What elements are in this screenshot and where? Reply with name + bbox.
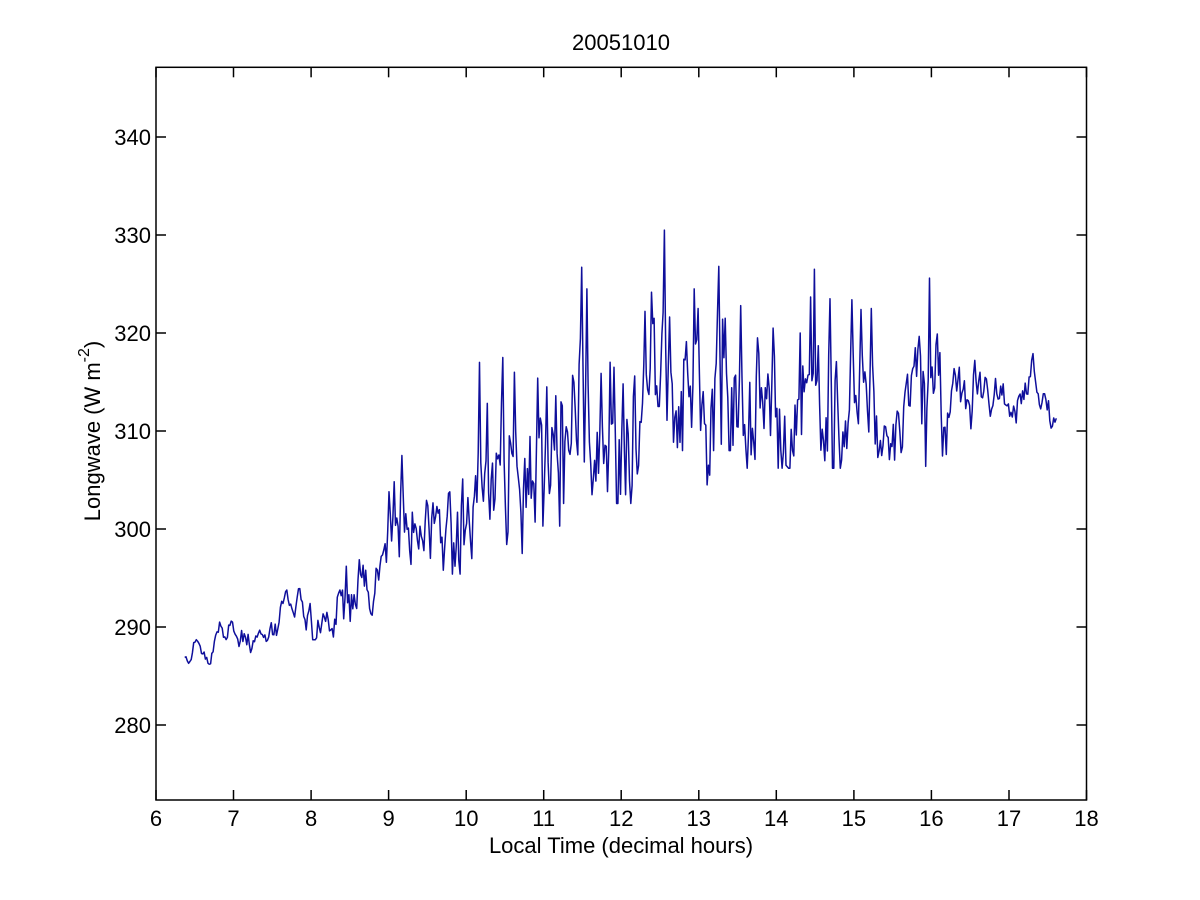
svg-text:11: 11 — [532, 806, 555, 831]
svg-text:290: 290 — [114, 615, 151, 640]
svg-text:300: 300 — [114, 517, 151, 542]
svg-text:20051010: 20051010 — [572, 30, 670, 55]
svg-text:7: 7 — [227, 806, 239, 831]
svg-text:8: 8 — [305, 806, 317, 831]
svg-text:280: 280 — [114, 713, 151, 738]
svg-text:310: 310 — [114, 419, 151, 444]
svg-text:13: 13 — [687, 806, 711, 831]
svg-text:9: 9 — [382, 806, 394, 831]
svg-text:320: 320 — [114, 321, 151, 346]
svg-text:340: 340 — [114, 125, 151, 150]
svg-text:18: 18 — [1074, 806, 1098, 831]
svg-text:16: 16 — [919, 806, 943, 831]
svg-text:330: 330 — [114, 223, 151, 248]
svg-text:10: 10 — [454, 806, 478, 831]
svg-text:Local Time (decimal hours): Local Time (decimal hours) — [489, 833, 753, 858]
svg-text:12: 12 — [609, 806, 633, 831]
svg-text:6: 6 — [150, 806, 162, 831]
svg-text:17: 17 — [997, 806, 1021, 831]
svg-text:14: 14 — [764, 806, 788, 831]
svg-text:15: 15 — [842, 806, 866, 831]
svg-text:Longwave (W m-2): Longwave (W m-2) — [76, 341, 105, 522]
